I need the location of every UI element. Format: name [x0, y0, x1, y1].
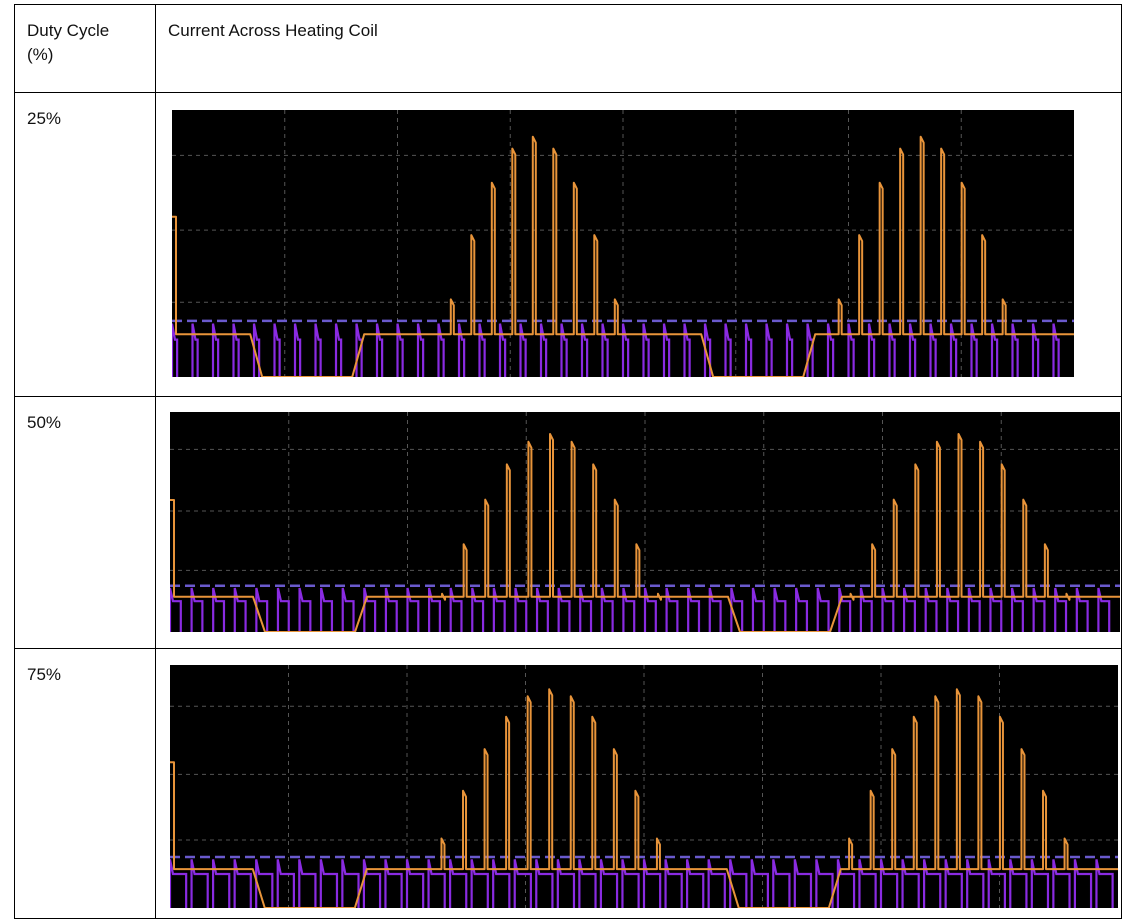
- duty-cell: 75%: [15, 649, 156, 919]
- page: {"table": {"header": ["Duty Cycle (%)", …: [0, 0, 1127, 912]
- scope-cell: [156, 93, 1122, 397]
- table-row: 75%: [15, 649, 1122, 919]
- scope-cell: [156, 397, 1122, 649]
- header-text: Duty Cycle (%): [15, 5, 129, 67]
- header-cell: Duty Cycle (%): [15, 5, 156, 93]
- table-row: 50%: [15, 397, 1122, 649]
- header-row: Duty Cycle (%) Current Across Heating Co…: [15, 5, 1122, 93]
- duty-cell: 25%: [15, 93, 156, 397]
- header-text: Current Across Heating Coil: [156, 5, 1121, 43]
- scope-cell: [156, 649, 1122, 919]
- table-row: 25%: [15, 93, 1122, 397]
- header-cell: Current Across Heating Coil: [156, 5, 1122, 93]
- duty-text: 50%: [15, 397, 155, 435]
- results-table: Duty Cycle (%) Current Across Heating Co…: [14, 4, 1122, 919]
- oscilloscope-trace: [172, 110, 1074, 377]
- duty-text: 25%: [15, 93, 155, 131]
- oscilloscope-trace: [170, 412, 1120, 632]
- duty-text: 75%: [15, 649, 155, 687]
- duty-cell: 50%: [15, 397, 156, 649]
- oscilloscope-trace: [170, 665, 1118, 908]
